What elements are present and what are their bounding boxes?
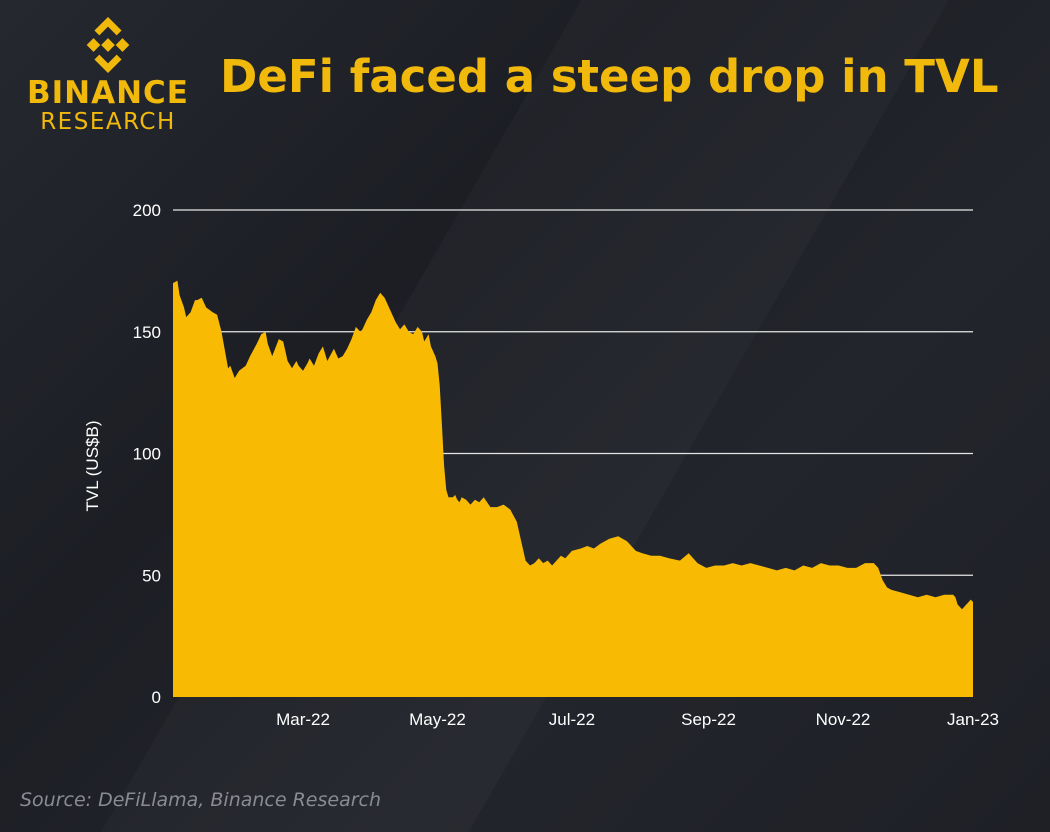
x-tick-label: Sep-22 [681, 710, 736, 729]
x-tick-label: May-22 [409, 710, 466, 729]
y-axis-label: TVL (US$B) [83, 420, 102, 511]
x-tick-label: Mar-22 [276, 710, 330, 729]
y-tick-label: 0 [152, 688, 161, 707]
binance-research-logo: BINANCE RESEARCH [18, 16, 198, 134]
x-tick-label: Jul-22 [549, 710, 595, 729]
binance-diamond-icon [86, 16, 130, 74]
logo-brand-name: BINANCE [27, 75, 189, 111]
source-note: Source: DeFiLlama, Binance Research [20, 789, 382, 811]
x-tick-label: Nov-22 [816, 710, 871, 729]
tvl-area-series [173, 280, 973, 697]
chart-title: DeFi faced a steep drop in TVL [220, 50, 999, 103]
x-tick-label: Jan-23 [947, 710, 999, 729]
y-tick-label: 100 [133, 445, 161, 464]
y-tick-label: 150 [133, 323, 161, 342]
y-tick-label: 50 [142, 566, 161, 585]
y-tick-label: 200 [133, 201, 161, 220]
logo-brand-sub: RESEARCH [40, 109, 176, 135]
